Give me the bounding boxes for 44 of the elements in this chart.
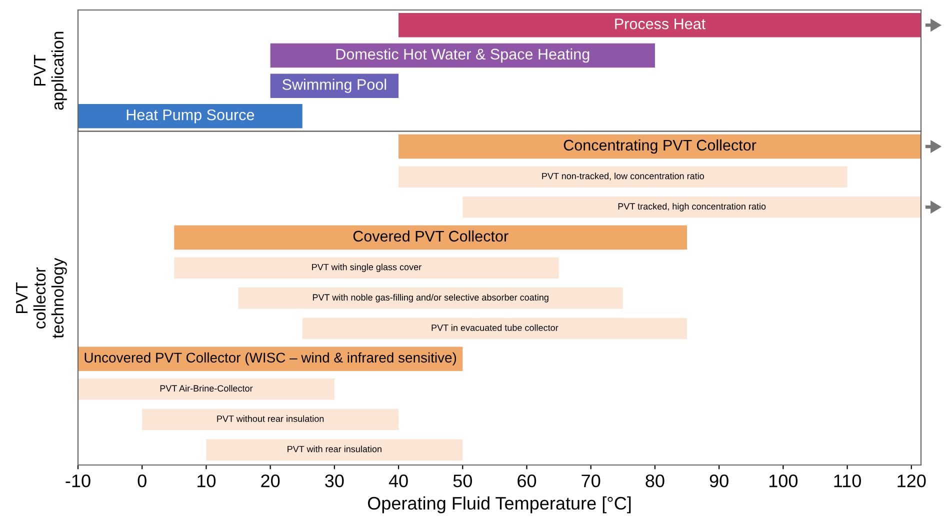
x-tick-label: 120 [898,474,926,488]
x-axis-title: Operating Fluid Temperature [°C] [368,496,631,514]
category-label: PVT Air-Brine-Collector [160,384,253,392]
category-label: PVT in evacuated tube collector [432,324,558,331]
bar [78,104,302,128]
x-tick-label: 20 [261,474,280,488]
x-tick-label: 70 [582,474,600,488]
category-label: PVT with noble gas-filling and/or selective absorber coating [312,294,548,302]
bar [462,196,921,218]
x-tick-label: 60 [518,474,536,488]
y-tick-label: Heat Pump Source [126,109,254,124]
x-tick-label: 100 [769,474,798,488]
bar [174,257,559,278]
category-label: PVT non-tracked, low concentration ratio [542,172,704,180]
x-tick-label: 10 [198,474,216,488]
bar [270,74,399,98]
bar [270,43,655,68]
category-label: PVT tracked, high concentration ratio [618,202,766,212]
bar [302,318,688,340]
x-tick-label: 80 [646,474,664,488]
bar [206,439,463,460]
y-axis-title: PVT collector technology [16,258,67,338]
category-label: PVT with rear insulation [288,446,382,452]
category-label: Covered PVT Collector [353,230,508,242]
x-tick-label: 40 [388,474,408,488]
bar [78,378,334,400]
category-label: PVT without rear insulation [217,415,324,422]
bar [238,288,623,309]
category-label: Uncovered PVT Collector (WISC – wind & infrared sensitive) [84,352,456,366]
x-tick-label: 30 [325,474,344,488]
bar [398,166,848,188]
y-tick-label: Swimming Pool [282,78,386,93]
bar [398,13,921,38]
category-label: PVT with single glass cover [312,264,422,272]
x-tick-label: 90 [710,474,728,488]
y-tick-label: Process Heat [615,18,706,30]
x-tick-label: 110 [834,474,861,488]
category-label: Concentrating PVT Collector [564,139,756,154]
x-tick-label: 0 [138,474,146,488]
bar [142,408,399,430]
y-axis-title: PVT application [34,32,67,110]
y-tick-label: Domestic Hot Water & Space Heating [336,48,590,63]
x-tick-label: -10 [66,474,90,488]
x-tick-label: 50 [453,474,472,488]
